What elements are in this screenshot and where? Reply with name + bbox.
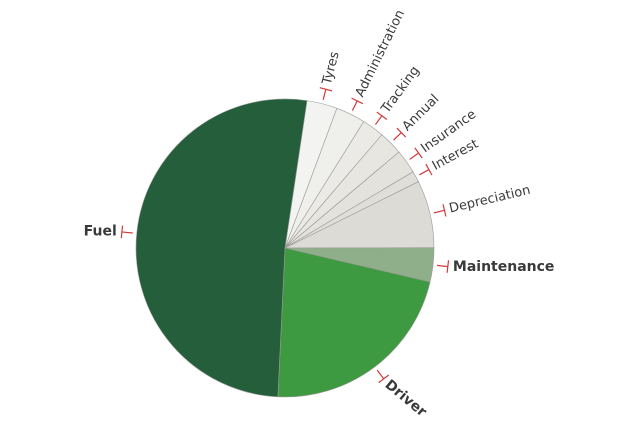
- leader-tick: [393, 132, 402, 141]
- slice-label: Driver: [382, 377, 430, 421]
- slice-label: Fuel: [84, 223, 117, 239]
- leader-tick: [436, 264, 449, 268]
- slice-label: Depreciation: [448, 183, 532, 217]
- leader-cap: [446, 260, 450, 273]
- leader-cap: [120, 225, 124, 239]
- leader-tick: [351, 100, 358, 111]
- slice-label: Maintenance: [453, 259, 555, 275]
- leader-cap: [396, 127, 407, 138]
- leader-tick: [409, 152, 419, 160]
- leader-tick: [376, 369, 385, 380]
- slice-label: Tyres: [320, 50, 343, 87]
- leader-tick: [419, 169, 430, 176]
- slice-label: Annual: [400, 92, 443, 134]
- leader-cap: [319, 87, 333, 92]
- leader-cap: [378, 374, 390, 384]
- pie-slice: [277, 247, 431, 398]
- leader-tick: [433, 209, 445, 214]
- leader-cap: [351, 97, 364, 105]
- leader-cap: [414, 147, 423, 159]
- leader-tick: [322, 89, 327, 100]
- leader-tick: [121, 231, 133, 234]
- pie-slice: [135, 98, 308, 398]
- leader-cap: [376, 111, 388, 120]
- leader-tick: [374, 115, 383, 125]
- leader-cap: [442, 204, 447, 217]
- leader-cap: [425, 163, 433, 176]
